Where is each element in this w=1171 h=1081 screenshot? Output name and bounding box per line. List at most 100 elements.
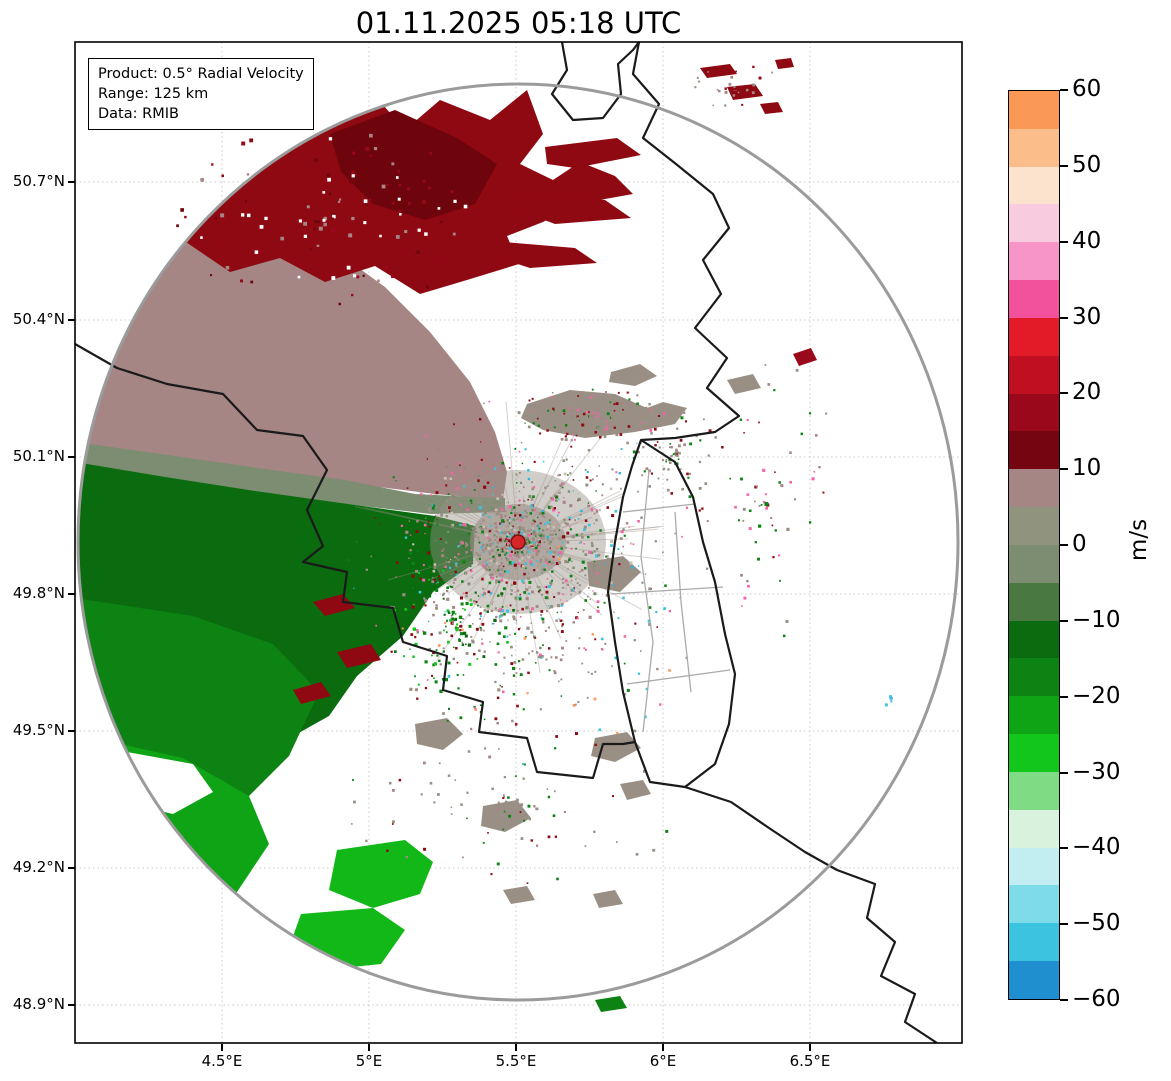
colorbar-segment-25-to-30 xyxy=(1009,317,1059,356)
colorbar-tick-mark xyxy=(1060,164,1068,167)
lat-tick-label: 50.1°N xyxy=(12,447,65,465)
colorbar-segment-20-to-25 xyxy=(1009,355,1059,394)
colorbar-tick-mark xyxy=(1060,240,1068,243)
colorbar-tick-mark xyxy=(1060,847,1068,850)
darkred-streak-2 xyxy=(523,192,631,224)
colorbar-tick-mark xyxy=(1060,771,1068,774)
darkred-streak-3 xyxy=(499,242,597,268)
colorbar-segment-0-to-5 xyxy=(1009,507,1059,545)
gray-cloud-2 xyxy=(609,364,657,386)
colorbar-segment-50-to-55 xyxy=(1009,128,1059,167)
speckle-layer xyxy=(176,65,893,885)
colorbar-tick-label: −50 xyxy=(1072,910,1121,937)
green-dash-bottom xyxy=(595,996,627,1012)
lat-tick-mark xyxy=(68,319,75,321)
graygreen-strip xyxy=(78,442,505,514)
lat-tick-mark xyxy=(68,867,75,869)
lux-district-border xyxy=(674,511,692,693)
lat-tick-mark xyxy=(68,181,75,183)
gray-blob-1 xyxy=(415,718,463,750)
colorbar-tick-label: −60 xyxy=(1072,986,1121,1012)
colorbar-segment-10-to-15 xyxy=(1009,431,1059,470)
plot-frame xyxy=(74,41,963,1044)
colorbar-tick-label: 20 xyxy=(1072,379,1102,406)
lon-tick-label: 5°E xyxy=(355,1052,383,1070)
colorbar-tick-mark xyxy=(1060,695,1068,698)
lat-tick-mark xyxy=(68,1004,75,1006)
colorbar-tick-label: −30 xyxy=(1072,758,1121,785)
colorbar-tick-mark xyxy=(1060,392,1068,395)
colorbar-segment--50-to--45 xyxy=(1009,885,1059,924)
colorbar xyxy=(1008,90,1060,1000)
lux-district-border xyxy=(610,586,724,595)
red-dash-5 xyxy=(793,348,817,366)
lon-tick-mark xyxy=(221,1044,223,1051)
white-hole-2 xyxy=(135,860,213,904)
colorbar-unit-label: m/s xyxy=(1126,518,1153,562)
lon-tick-mark xyxy=(809,1044,811,1051)
colorbar-segment-15-to-20 xyxy=(1009,393,1059,432)
colorbar-tick-label: 10 xyxy=(1072,455,1102,482)
colorbar-tick-label: 40 xyxy=(1072,227,1102,254)
colorbar-segment--55-to--50 xyxy=(1009,923,1059,962)
velocity-field xyxy=(78,90,817,970)
colorbar-tick-mark xyxy=(1060,468,1068,471)
colorbar-tick-mark xyxy=(1060,544,1068,546)
colorbar-segment--10-to--5 xyxy=(1009,582,1059,621)
colorbar-segment--5-to-0 xyxy=(1009,544,1059,583)
range-ring xyxy=(76,82,960,1002)
colorbar-segment-45-to-50 xyxy=(1009,166,1059,205)
lat-tick-mark xyxy=(68,593,75,595)
lat-tick-label: 49.5°N xyxy=(12,721,65,739)
red-dash-3 xyxy=(760,102,783,114)
darkred-streak-1 xyxy=(545,138,641,168)
colorbar-tick-label: 60 xyxy=(1072,76,1102,102)
product-line: Product: 0.5° Radial Velocity xyxy=(98,66,304,82)
colorbar-segment--35-to--30 xyxy=(1009,771,1059,810)
colorbar-tick-mark xyxy=(1060,89,1068,91)
red-dash-4 xyxy=(775,58,794,69)
red-dash-1 xyxy=(700,64,737,78)
red-dash-2 xyxy=(727,84,763,100)
lat-tick-mark xyxy=(68,456,75,458)
radar-site-marker xyxy=(510,534,526,550)
colorbar-segment--15-to--10 xyxy=(1009,620,1059,659)
colorbar-segment--20-to--15 xyxy=(1009,658,1059,697)
gray-cloud-1 xyxy=(521,390,687,438)
country-borders xyxy=(75,42,938,1043)
colorbar-tick-mark xyxy=(1060,999,1068,1001)
gray-blob-5 xyxy=(503,886,535,904)
darkred-core xyxy=(330,110,497,220)
colorbar-segment--60-to--55 xyxy=(1009,961,1059,999)
colorbar-segment-35-to-40 xyxy=(1009,242,1059,281)
colorbar-tick-label: −10 xyxy=(1072,606,1121,633)
colorbar-segment-30-to-35 xyxy=(1009,280,1059,318)
colorbar-segment--40-to--35 xyxy=(1009,809,1059,848)
data-source-line: Data: RMIB xyxy=(98,106,179,122)
colorbar-segment--30-to--25 xyxy=(1009,734,1059,772)
colorbar-tick-mark xyxy=(1060,923,1068,926)
gray-blob-2 xyxy=(481,800,531,832)
plot-area xyxy=(75,42,962,1043)
lon-tick-mark xyxy=(662,1044,664,1051)
gray-dash-1 xyxy=(727,374,761,394)
lon-tick-label: 4.5°E xyxy=(201,1052,243,1070)
colorbar-tick-mark xyxy=(1060,316,1068,319)
colorbar-segment-5-to-10 xyxy=(1009,469,1059,508)
lon-tick-label: 5.5°E xyxy=(495,1052,537,1070)
colorbar-tick-mark xyxy=(1060,619,1068,622)
gray-blob-6 xyxy=(593,890,623,908)
lat-tick-label: 48.9°N xyxy=(12,995,65,1013)
lon-tick-label: 6°E xyxy=(649,1052,677,1070)
darkred-fleck-3 xyxy=(293,682,331,704)
darkred-fleck-1 xyxy=(313,594,355,616)
colorbar-segment--25-to--20 xyxy=(1009,696,1059,735)
lon-tick-mark xyxy=(368,1044,370,1051)
colorbar-segment-40-to-45 xyxy=(1009,204,1059,243)
green-patch-1 xyxy=(329,840,433,908)
gray-blob-3 xyxy=(591,732,641,762)
lat-tick-label: 49.2°N xyxy=(12,858,65,876)
range-line: Range: 125 km xyxy=(98,86,209,102)
lux-district-border xyxy=(626,669,731,685)
